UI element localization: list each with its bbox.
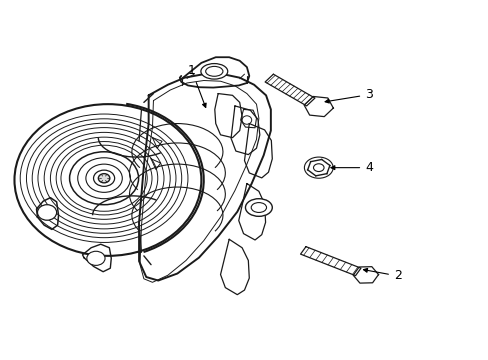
Polygon shape <box>238 184 265 240</box>
Polygon shape <box>304 96 333 117</box>
Circle shape <box>313 164 324 171</box>
Polygon shape <box>37 198 59 229</box>
Ellipse shape <box>87 251 105 265</box>
Text: 1: 1 <box>187 64 206 107</box>
Ellipse shape <box>15 104 201 256</box>
Polygon shape <box>352 267 378 283</box>
Ellipse shape <box>245 199 272 216</box>
Text: 2: 2 <box>363 269 401 283</box>
Polygon shape <box>180 57 249 87</box>
Polygon shape <box>231 106 259 154</box>
Circle shape <box>304 157 332 178</box>
Text: 3: 3 <box>325 88 372 103</box>
Ellipse shape <box>201 64 227 79</box>
Polygon shape <box>300 247 360 276</box>
Polygon shape <box>82 244 111 272</box>
Polygon shape <box>244 123 272 178</box>
Polygon shape <box>214 94 242 138</box>
Polygon shape <box>139 74 270 280</box>
Ellipse shape <box>38 205 57 220</box>
Polygon shape <box>220 239 249 294</box>
Polygon shape <box>264 74 314 106</box>
Text: 4: 4 <box>330 161 372 174</box>
Ellipse shape <box>98 174 110 183</box>
